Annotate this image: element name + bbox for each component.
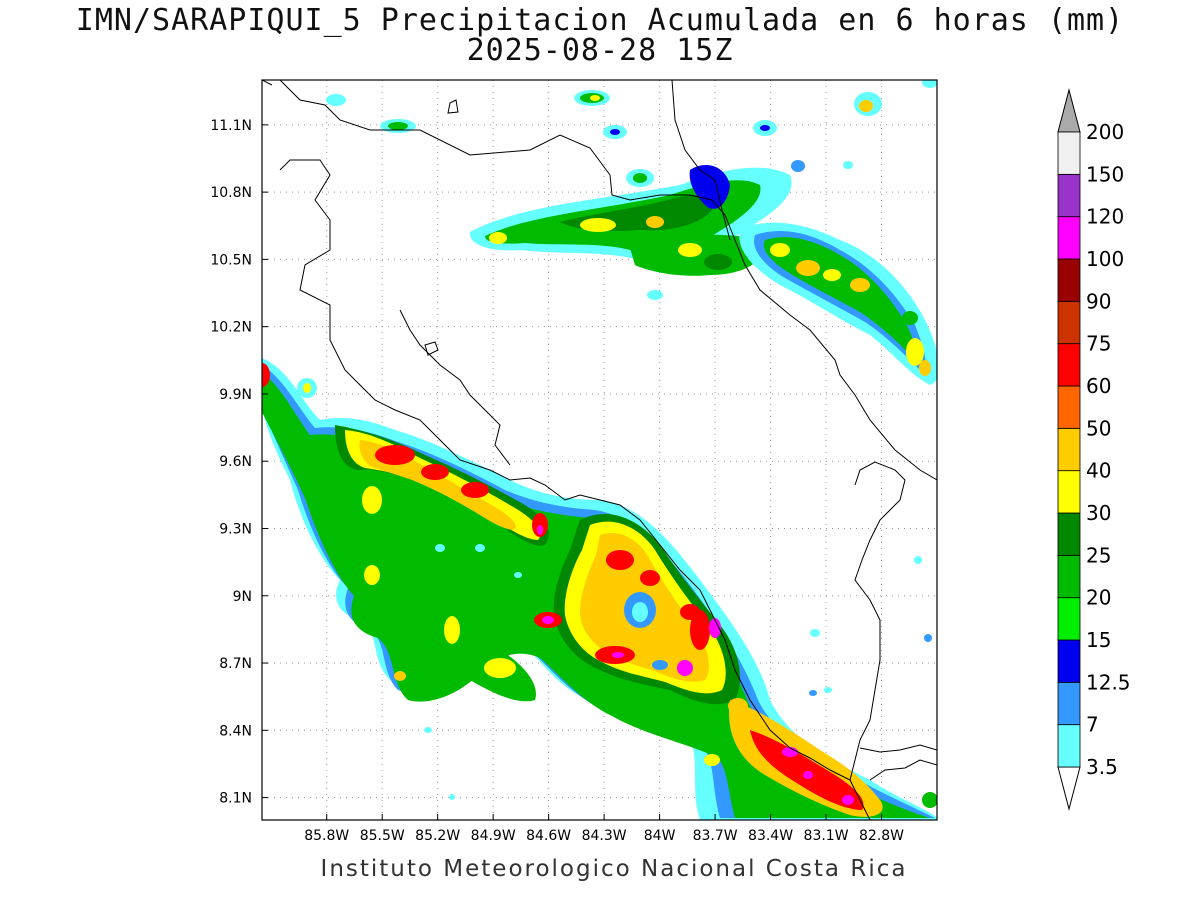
coastlines	[262, 80, 937, 820]
colorbar-label: 50	[1086, 416, 1111, 440]
colorbar-under-arrow	[1057, 766, 1081, 811]
colorbar-label: 12.5	[1086, 670, 1131, 694]
y-tick-label: 11.1N	[210, 118, 252, 134]
colorbar-swatch	[1057, 173, 1081, 218]
colorbar-label: 3.5	[1086, 755, 1118, 779]
x-tick-label: 84W	[644, 828, 676, 844]
colorbar-label: 150	[1086, 162, 1124, 186]
colorbar-label: 60	[1086, 374, 1111, 398]
nicaragua-border-line	[279, 80, 937, 481]
colorbar-label: 15	[1086, 628, 1111, 652]
precip-band-south	[262, 358, 937, 820]
colorbar-swatch	[1057, 131, 1081, 175]
colorbar-swatch	[1057, 427, 1081, 472]
y-tick-label: 9.3N	[219, 521, 252, 537]
colorbar-swatch	[1057, 512, 1081, 556]
colorbar-label: 25	[1086, 543, 1111, 567]
colorbar-swatch	[1057, 597, 1081, 641]
y-tick-label: 8.7N	[219, 656, 252, 672]
y-axis: 8.1N 8.4N 8.7N 9N 9.3N 9.6N 9.9N 10.2N 10.5N 10.8…	[210, 118, 268, 807]
x-tick-label: 82.8W	[859, 828, 904, 844]
colorbar-over-arrow	[1057, 88, 1081, 133]
colorbar-label: 75	[1086, 332, 1111, 356]
colorbar-swatch	[1057, 258, 1081, 302]
colorbar-label: 40	[1086, 459, 1111, 483]
x-tick-label: 85.5W	[360, 828, 405, 844]
pacific-coastline	[262, 80, 871, 820]
x-tick-label: 84.6W	[526, 828, 571, 844]
colorbar-swatch	[1057, 343, 1081, 387]
colorbar-label: 120	[1086, 205, 1124, 229]
panama-border-line	[849, 461, 906, 781]
lake-island-outline	[447, 99, 459, 114]
southern-border	[859, 744, 937, 753]
colorbar: 3.5 7 12.5 15 20 25 30 40 50 60 75 90 100 120 150 200	[1057, 88, 1131, 811]
colorbar-swatch	[1057, 554, 1081, 599]
colorbar-swatch	[1057, 724, 1081, 768]
x-axis: 85.8W 85.5W 85.2W 84.9W 84.6W 84.3W 84W 83.7W 83…	[304, 814, 904, 844]
colorbar-label: 30	[1086, 501, 1111, 525]
colorbar-swatch	[1057, 470, 1081, 514]
island-outline	[424, 341, 439, 356]
precip-band-north	[326, 80, 937, 385]
precip-field	[262, 80, 937, 820]
colorbar-label: 7	[1086, 713, 1099, 737]
x-tick-label: 83.1W	[804, 828, 849, 844]
colorbar-swatch	[1057, 300, 1081, 345]
y-tick-label: 10.2N	[210, 320, 252, 336]
x-tick-label: 85.2W	[415, 828, 460, 844]
x-tick-label: 83.7W	[693, 828, 738, 844]
x-tick-label: 84.9W	[471, 828, 516, 844]
credit-text: Instituto Meteorologico Nacional Costa R…	[320, 856, 908, 882]
colorbar-label: 20	[1086, 586, 1111, 610]
colorbar-swatch	[1057, 639, 1081, 683]
nicoya-gulf-coast	[399, 309, 511, 466]
y-tick-label: 9.9N	[219, 387, 252, 403]
colorbar-swatch	[1057, 216, 1081, 260]
x-tick-label: 85.8W	[304, 828, 349, 844]
y-tick-label: 9.6N	[219, 454, 252, 470]
y-tick-label: 8.4N	[219, 723, 252, 739]
y-tick-label: 9N	[233, 589, 252, 605]
y-tick-label: 10.5N	[210, 252, 252, 268]
san-juan-river-line	[671, 80, 731, 241]
colorbar-label: 100	[1086, 247, 1124, 271]
y-tick-label: 10.8N	[210, 185, 252, 201]
map-frame	[261, 79, 938, 821]
colorbar-label: 200	[1086, 120, 1124, 144]
map-title: IMN/SARAPIQUI_5 Precipitacion Acumulada …	[75, 3, 1125, 38]
x-tick-label: 84.3W	[582, 828, 627, 844]
colorbar-label: 90	[1086, 289, 1111, 313]
colorbar-swatch	[1057, 385, 1081, 429]
x-tick-label: 83.4W	[748, 828, 793, 844]
colorbar-swatch	[1057, 681, 1081, 726]
map-subtitle-date: 2025-08-28 15Z	[466, 33, 734, 68]
burica-coast	[869, 759, 937, 781]
y-tick-label: 8.1N	[219, 791, 252, 807]
